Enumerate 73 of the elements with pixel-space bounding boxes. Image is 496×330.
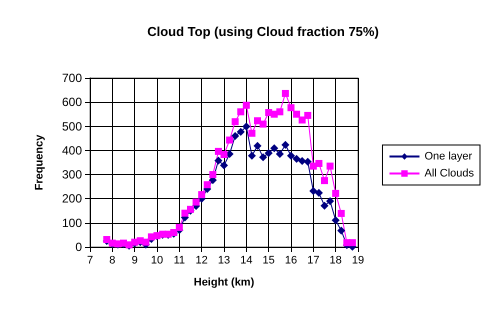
- point: [242, 102, 250, 109]
- y-tick-label: 400: [62, 143, 82, 158]
- x-tick-label: 19: [352, 254, 364, 266]
- legend-label: All Clouds: [424, 168, 474, 180]
- y-tick-label: 300: [62, 168, 82, 182]
- point: [287, 152, 295, 160]
- point: [198, 191, 206, 198]
- point: [264, 149, 273, 158]
- x-tick-label: 14: [240, 254, 252, 266]
- x-tick-label: 15: [262, 254, 275, 266]
- point: [304, 112, 312, 119]
- point: [248, 130, 256, 137]
- point: [298, 116, 306, 124]
- x-tick-label: 13: [218, 254, 230, 266]
- point: [298, 157, 306, 166]
- point: [332, 190, 340, 197]
- x-tick-label: 8: [109, 254, 116, 266]
- point: [320, 202, 328, 210]
- y-tick-label: 100: [62, 216, 82, 230]
- point: [314, 188, 323, 197]
- point: [315, 160, 322, 167]
- x-axis-title: Height (km): [194, 276, 255, 288]
- point: [236, 128, 245, 136]
- point: [338, 210, 345, 217]
- point: [337, 226, 346, 235]
- x-tick-label: 11: [174, 254, 186, 266]
- point: [326, 162, 334, 170]
- legend-label: One layer: [424, 150, 473, 162]
- x-tick-label: 7: [86, 254, 94, 266]
- point: [176, 224, 183, 231]
- point: [304, 158, 312, 166]
- point: [260, 120, 267, 128]
- point: [254, 142, 262, 150]
- point: [348, 239, 356, 246]
- y-tick-label: 700: [62, 71, 82, 85]
- point: [259, 153, 268, 162]
- x-tick-label: 10: [150, 254, 164, 266]
- point: [192, 198, 200, 206]
- point: [332, 216, 340, 224]
- point: [237, 108, 244, 116]
- y-tick-label: 600: [62, 95, 82, 110]
- point: [276, 108, 284, 116]
- point: [226, 136, 234, 144]
- point: [209, 171, 216, 178]
- x-tick-label: 18: [330, 254, 342, 266]
- point: [220, 161, 228, 170]
- point: [220, 151, 228, 158]
- point: [214, 156, 222, 165]
- point: [293, 110, 300, 118]
- point: [309, 186, 318, 195]
- point: [326, 197, 334, 206]
- point: [248, 152, 256, 160]
- point: [142, 238, 150, 246]
- y-axis-title: Frequency: [34, 134, 46, 190]
- point: [242, 122, 250, 131]
- point: [281, 140, 290, 149]
- point: [270, 144, 278, 152]
- point: [282, 90, 289, 97]
- y-tick-label: 500: [62, 119, 82, 134]
- point: [204, 181, 211, 188]
- point: [231, 132, 240, 140]
- chart-title: Cloud Top (using Cloud fraction 75%): [147, 24, 379, 39]
- y-tick-label: 0: [75, 240, 82, 254]
- point: [288, 104, 294, 112]
- point: [232, 118, 239, 126]
- point: [276, 150, 284, 158]
- point: [321, 177, 328, 184]
- x-tick-label: 12: [196, 254, 208, 266]
- point: [292, 154, 301, 163]
- x-tick-label: 16: [284, 254, 298, 266]
- x-tick-label: 17: [307, 254, 320, 266]
- y-tick-label: 200: [62, 192, 82, 206]
- x-tick-label: 9: [132, 254, 138, 266]
